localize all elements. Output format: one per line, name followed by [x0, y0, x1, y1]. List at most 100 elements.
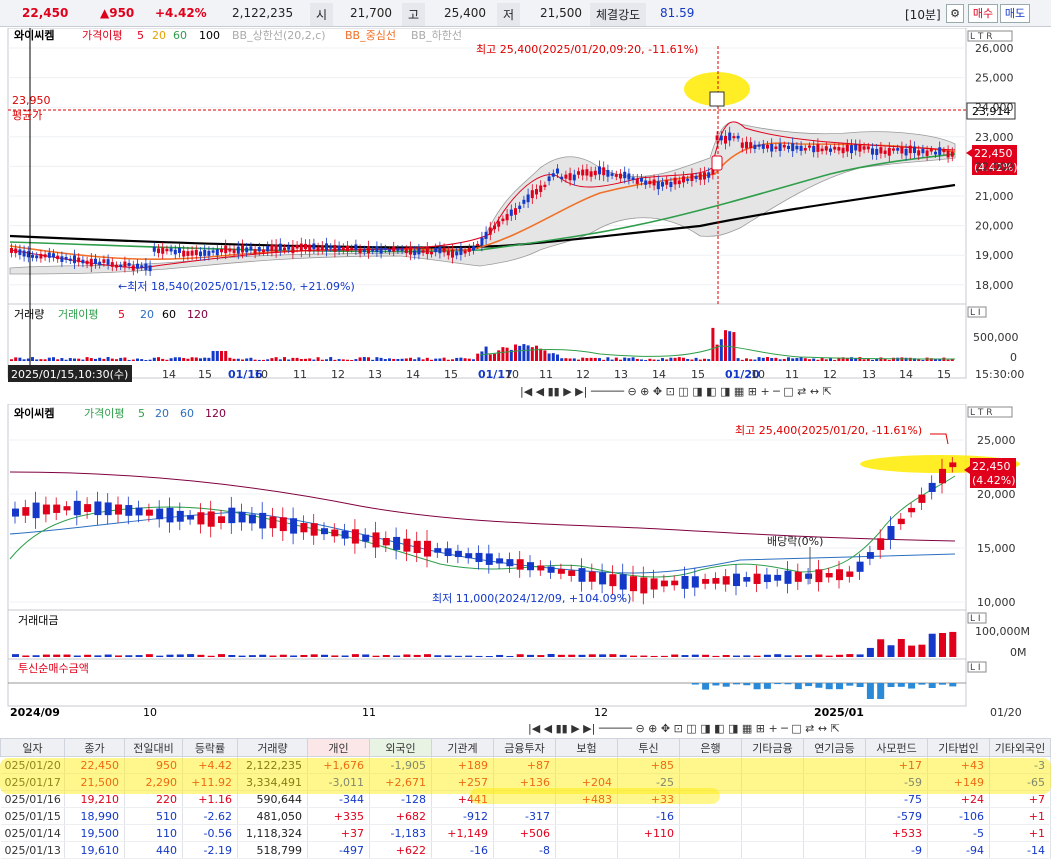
chart1-toolbar[interactable]: |◀ ◀ ▮▮ ▶ ▶| ───── ⊖ ⊕ ✥ ⊡ ◫ ◨ ◧ ◨ ▦ ⊞ +…	[520, 385, 832, 398]
amount-bar	[939, 633, 946, 657]
volume-bar	[736, 358, 740, 361]
candle	[577, 171, 580, 175]
volume-bar	[505, 347, 509, 361]
settings-button[interactable]: ⚙	[946, 4, 964, 23]
buy-button[interactable]: 매수	[968, 4, 998, 23]
column-header[interactable]: 기타법인	[927, 738, 990, 757]
table-row[interactable]: 025/01/17 21,500 2,290 +11.92 3,334,491 -3,01…	[0, 773, 1051, 791]
column-header[interactable]: 일자	[0, 738, 65, 757]
candle	[866, 146, 870, 150]
trust-bar	[866, 683, 874, 699]
intraday-chart[interactable]: 와이씨켐 가격이평 5 20 60 100 BB_상한선(20,2,c) BB_…	[0, 28, 1051, 406]
amount-bar	[63, 654, 71, 657]
amount-bar	[331, 655, 339, 657]
candle	[794, 571, 802, 582]
amount-bar	[218, 654, 225, 657]
volume-bar	[451, 359, 454, 361]
candle	[892, 148, 895, 151]
scroll-controls-icon[interactable]: |◀ ◀ ▮▮ ▶ ▶| ───── ⊖ ⊕ ✥ ⊡ ◫ ◨ ◧ ◨ ▦ ⊞ +…	[528, 722, 840, 735]
table-cell	[555, 756, 618, 774]
candle	[295, 244, 299, 249]
candle	[774, 574, 782, 581]
table-cell: +43	[927, 756, 990, 774]
volume-bar	[950, 358, 954, 361]
column-header[interactable]: 연기금등	[803, 738, 866, 757]
candle	[290, 518, 298, 534]
trust-bar	[846, 683, 854, 686]
candle	[887, 147, 891, 156]
column-header[interactable]: 금융투자	[493, 738, 556, 757]
column-header[interactable]: 개인	[307, 738, 370, 757]
column-header[interactable]: 사모펀드	[865, 738, 928, 757]
table-row[interactable]: 025/01/20 22,450 950 +4.42 2,122,235 +1,676 -1…	[0, 756, 1051, 774]
candle	[413, 540, 421, 554]
pane-buttons[interactable]: L T R L I	[967, 30, 1013, 318]
column-header[interactable]: 기관계	[431, 738, 494, 757]
table-cell: +1,676	[307, 756, 370, 774]
volume-bar	[467, 358, 471, 361]
table-cell	[679, 807, 742, 825]
table-cell: 518,799	[237, 841, 308, 859]
candle	[207, 250, 211, 256]
chart2-legend: 와이씨켐 가격이평 5 20 60 120	[14, 406, 226, 420]
column-header[interactable]: 기타외국인	[989, 738, 1051, 757]
candle	[413, 250, 417, 256]
table-row[interactable]: 025/01/16 19,210 220 +1.16 590,644 -344 -128 +4…	[0, 790, 1051, 808]
highlight-mark	[684, 72, 750, 106]
trust-bar	[805, 683, 813, 687]
column-header[interactable]: 외국인	[369, 738, 432, 757]
trust-bar	[825, 683, 833, 690]
candle	[115, 264, 118, 268]
period-label[interactable]: [10분]	[905, 8, 941, 22]
amount-bar	[599, 654, 607, 657]
amount-bar	[434, 655, 442, 657]
column-header[interactable]: 종가	[64, 738, 125, 757]
table-row[interactable]: 025/01/13 19,610 440 -2.19 518,799 -497 +622 -1…	[0, 841, 1051, 859]
column-header[interactable]: 보험	[555, 738, 618, 757]
trust-bar	[897, 683, 905, 687]
candle	[375, 246, 379, 253]
candle	[480, 237, 484, 246]
candle	[862, 146, 866, 150]
chart2-toolbar[interactable]: |◀ ◀ ▮▮ ▶ ▶| ───── ⊖ ⊕ ✥ ⊡ ◫ ◨ ◧ ◨ ▦ ⊞ +…	[528, 722, 840, 735]
table-cell: -1,183	[369, 824, 432, 842]
daily-chart[interactable]: 와이씨켐 가격이평 5 20 60 120 최고 25,400(2025/01/…	[0, 404, 1051, 736]
table-row[interactable]: 025/01/15 18,990 510 -2.62 481,050 +335 +682 -9…	[0, 807, 1051, 825]
time-tick: 12	[331, 368, 345, 381]
volume-bar	[333, 359, 337, 361]
candle	[623, 171, 627, 179]
table-row[interactable]: 025/01/14 19,500 110 -0.56 1,118,324 +37 -1,18…	[0, 824, 1051, 842]
pane-buttons[interactable]: L T R L I L I	[967, 406, 1013, 673]
candle	[388, 249, 391, 252]
candle	[73, 500, 81, 516]
column-header[interactable]: 투신	[617, 738, 680, 757]
candle	[782, 144, 786, 148]
buy-signal-icon	[711, 155, 723, 171]
candle	[784, 570, 792, 584]
column-header[interactable]: 은행	[679, 738, 742, 757]
column-header[interactable]: 거래량	[237, 738, 308, 757]
scroll-controls-icon[interactable]: |◀ ◀ ▮▮ ▶ ▶| ───── ⊖ ⊕ ✥ ⊡ ◫ ◨ ◧ ◨ ▦ ⊞ +…	[520, 385, 832, 398]
volume-bar	[606, 357, 610, 361]
candle	[228, 507, 236, 524]
column-header[interactable]: 전일대비	[124, 738, 183, 757]
volume-bars	[10, 327, 954, 361]
candle	[514, 208, 517, 215]
candle	[32, 502, 40, 519]
time-tick: 14	[406, 368, 420, 381]
candle	[81, 259, 85, 264]
candle	[918, 494, 926, 503]
avg-price-label: 23,950	[12, 94, 51, 107]
sell-button[interactable]: 매도	[1000, 4, 1030, 23]
candle	[921, 149, 925, 154]
amount-bar	[743, 655, 751, 657]
candle	[757, 144, 761, 147]
dividend-note: 배당락(0%)	[767, 535, 823, 548]
candle	[56, 255, 60, 260]
column-header[interactable]: 등락률	[182, 738, 238, 757]
table-cell: 481,050	[237, 807, 308, 825]
column-header[interactable]: 기타금융	[741, 738, 804, 757]
volume-label: 거래량	[14, 308, 44, 321]
candle	[887, 526, 895, 540]
time-tick: 13	[614, 368, 628, 381]
